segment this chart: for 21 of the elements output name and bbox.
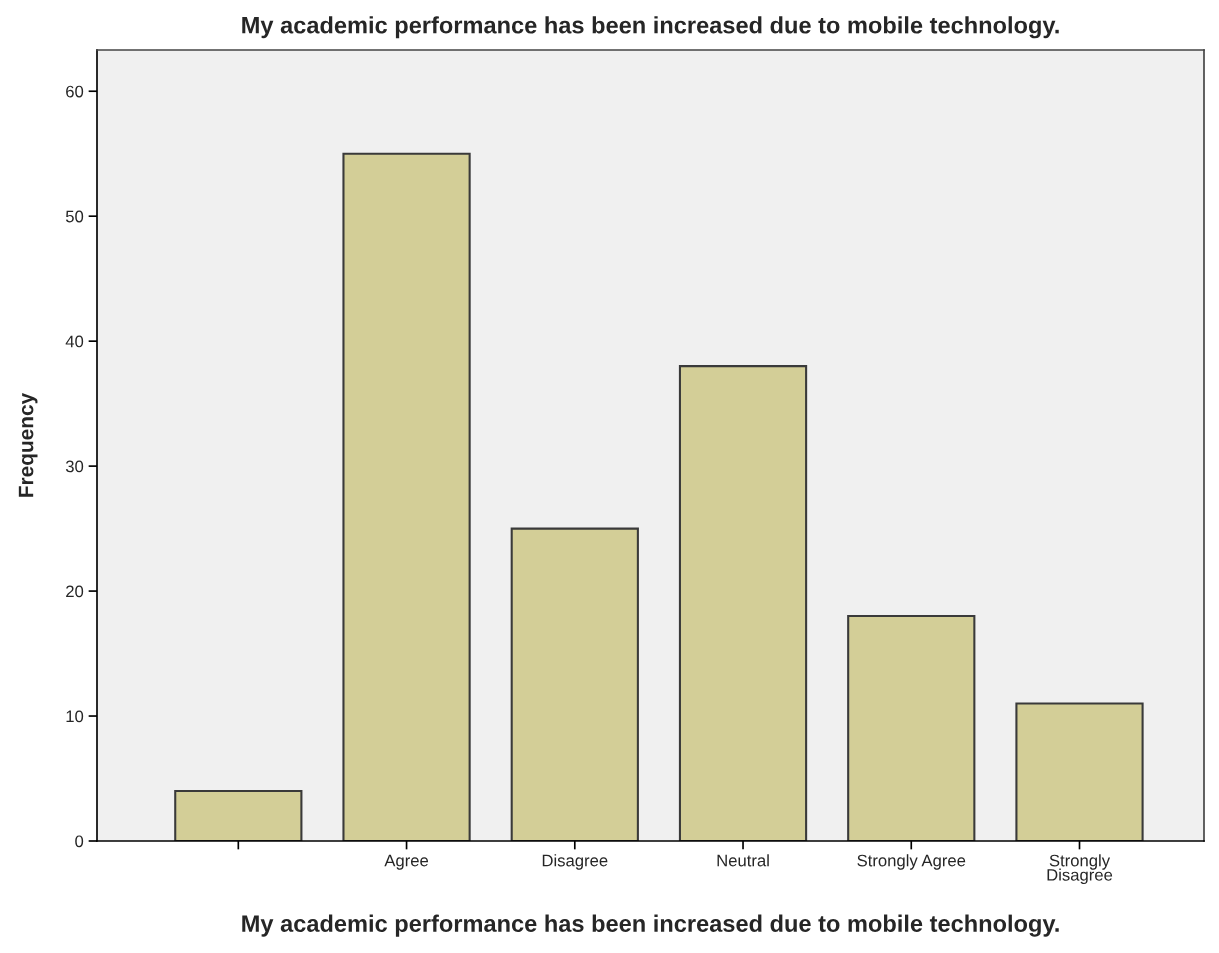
y-tick-label: 20 bbox=[66, 585, 84, 598]
bar bbox=[174, 789, 303, 841]
y-tick-label: 40 bbox=[65, 335, 84, 348]
bar bbox=[510, 527, 639, 841]
y-tick-label: 50 bbox=[65, 210, 84, 223]
bar bbox=[678, 365, 808, 841]
x-tick-label: Disagree bbox=[542, 854, 608, 870]
y-tick-label: 10 bbox=[66, 710, 84, 723]
y-tick-label: 60 bbox=[66, 85, 84, 98]
x-tick-label: Strongly Disagree bbox=[1047, 854, 1113, 885]
bar bbox=[1015, 702, 1144, 841]
x-tick-label: Neutral bbox=[717, 854, 769, 867]
y-tick-label: 0 bbox=[75, 835, 84, 848]
bar bbox=[847, 615, 976, 841]
y-tick-label: 30 bbox=[65, 460, 84, 473]
bar bbox=[342, 152, 471, 841]
chart-title: My academic performance has been increased due to mobile technology. bbox=[242, 16, 1059, 39]
x-axis-title: My academic performance has been increased due to mobile technology. bbox=[242, 914, 1059, 937]
x-tick-label: Strongly Agree bbox=[857, 854, 966, 870]
y-axis-title: Frequency bbox=[18, 392, 38, 497]
x-tick-label: Agree bbox=[384, 854, 429, 870]
